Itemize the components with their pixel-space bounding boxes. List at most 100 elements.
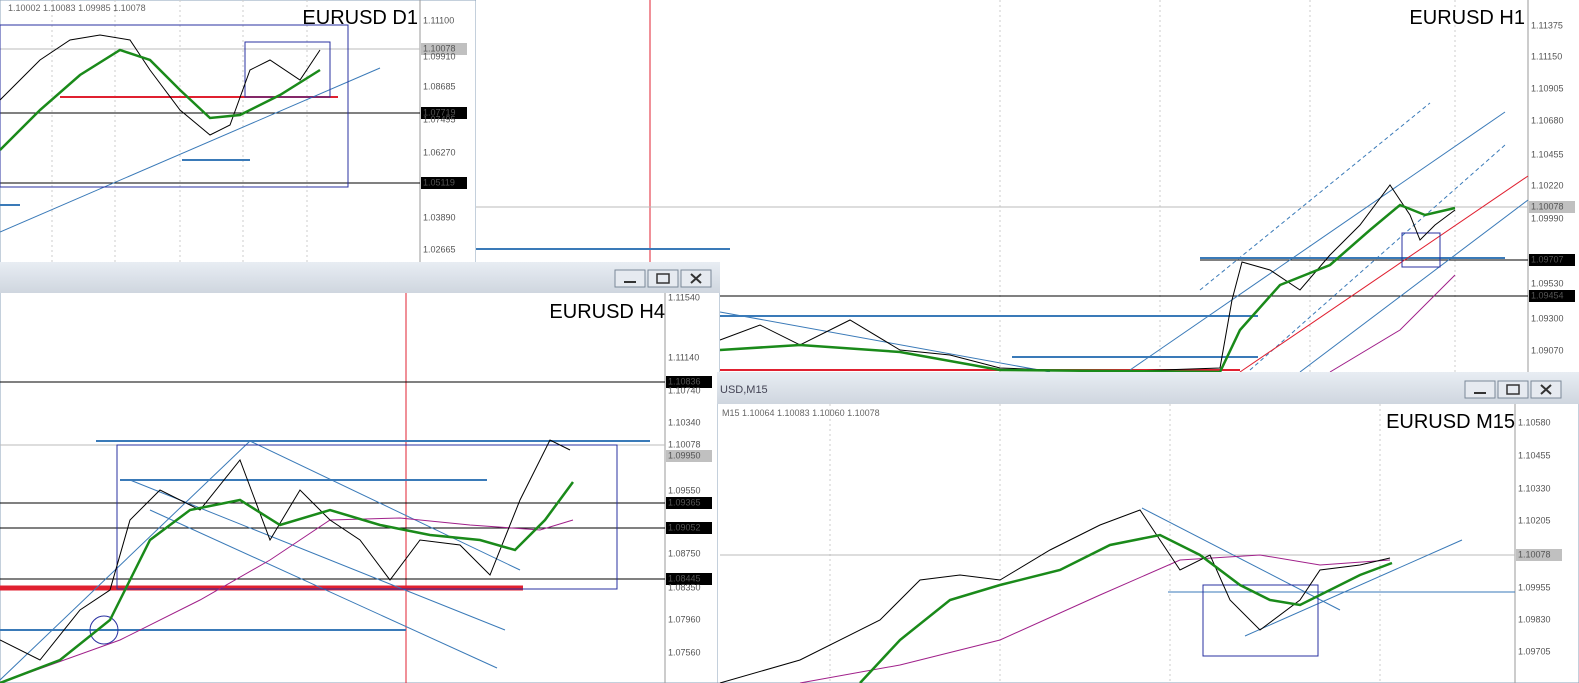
price-label: 1.09530 [1531, 278, 1564, 288]
price-label: 1.07495 [423, 114, 456, 124]
price-label: 1.10078 [668, 439, 701, 449]
price-tag [1529, 254, 1575, 266]
price-label: 1.11140 [668, 352, 699, 362]
chart-label: EURUSD D1 [302, 7, 418, 29]
price-label: 1.08685 [423, 81, 456, 91]
price-tag [666, 497, 712, 509]
price-label: 1.09955 [1518, 582, 1551, 592]
price-label: 1.07719 [423, 107, 456, 117]
price-label: 1.02665 [423, 244, 456, 254]
price-label: 1.10680 [1531, 115, 1564, 125]
price-label: 1.08445 [668, 573, 701, 583]
price-label: 1.10340 [668, 417, 701, 427]
price-line [719, 509, 1391, 683]
price-label: 1.10455 [1518, 450, 1551, 460]
window-buttons [614, 269, 712, 288]
price-label: 1.10220 [1531, 180, 1564, 190]
marker-circle [89, 615, 119, 645]
price-label: 1.10905 [1531, 83, 1564, 93]
title-bar [717, 372, 1579, 404]
box [0, 24, 349, 188]
price-label: 1.03890 [423, 212, 456, 222]
price-label: 1.10836 [668, 376, 701, 386]
price-line [0, 34, 321, 136]
channel-line [129, 479, 506, 631]
background [717, 372, 1579, 683]
channel-line [1129, 111, 1506, 371]
chart-label: EURUSD H4 [549, 301, 665, 323]
channel-line [1299, 199, 1529, 372]
price-label: 1.09950 [668, 450, 701, 460]
price-label: 1.09300 [1531, 313, 1564, 323]
price-line [719, 184, 1456, 372]
price-label: 1.10455 [1531, 149, 1564, 159]
price-label: 1.09070 [1531, 345, 1564, 355]
price-label: 1.09830 [1518, 614, 1551, 624]
price-label: 1.11375 [1531, 20, 1563, 30]
channel-line [1249, 144, 1506, 371]
minimize-button[interactable] [1464, 380, 1496, 399]
box [116, 444, 618, 590]
price-tag [1529, 290, 1575, 302]
price-label: 1.07960 [668, 614, 701, 624]
price-tag [1516, 549, 1562, 561]
price-label: 1.10078 [1531, 201, 1564, 211]
grid [829, 404, 1381, 683]
box [1401, 232, 1441, 268]
price-label: 1.10078 [423, 43, 456, 53]
ma-green [719, 203, 1456, 372]
price-tag [666, 450, 712, 462]
price-label: 1.09990 [1531, 213, 1564, 223]
price-label: 1.09454 [1531, 290, 1564, 300]
box [244, 41, 331, 98]
minimize-button[interactable] [614, 269, 646, 288]
chart-label: EURUSD M15 [1386, 411, 1515, 433]
price-tag [421, 43, 467, 55]
box [1202, 584, 1319, 657]
price-label: 1.09705 [1518, 646, 1551, 656]
price-label: 1.08750 [668, 548, 701, 558]
price-line [0, 439, 571, 661]
price-label: 1.07560 [668, 647, 701, 657]
price-label: 1.10078 [1518, 549, 1551, 559]
window-buttons [1464, 380, 1562, 399]
background [0, 262, 720, 683]
price-label: 1.09365 [668, 497, 701, 507]
channel-line [249, 440, 521, 571]
chart-label: EURUSD H1 [1409, 7, 1525, 29]
price-tag [666, 376, 712, 388]
price-label: 1.10330 [1518, 483, 1551, 493]
maximize-button[interactable] [647, 269, 679, 288]
price-label: 1.09910 [423, 51, 456, 61]
ma-green [0, 481, 575, 683]
price-label: 1.11150 [1531, 51, 1562, 61]
price-label: 1.10580 [1518, 417, 1551, 427]
window-title: USD,M15 [720, 384, 768, 396]
price-label: 1.11100 [423, 15, 454, 25]
title-bar [0, 262, 720, 293]
price-label: 1.10205 [1518, 515, 1551, 525]
channel-line [1141, 507, 1341, 611]
price-tag [421, 177, 467, 189]
price-tag [666, 573, 712, 585]
ma-green [0, 48, 321, 151]
maximize-button[interactable] [1497, 380, 1529, 399]
price-label: 1.05119 [423, 177, 455, 187]
price-tag [421, 107, 467, 119]
price-label: 1.09707 [1531, 254, 1564, 264]
trend-line [719, 311, 1051, 372]
ohlc-text: M15 1.10064 1.10083 1.10060 1.10078 [722, 408, 880, 418]
grid [999, 0, 1456, 372]
price-label: 1.06270 [423, 147, 456, 157]
price-label: 1.09550 [668, 485, 701, 495]
trend-line [1244, 539, 1463, 637]
price-label: 1.10740 [668, 385, 701, 395]
grid [51, 0, 308, 288]
ma-slow [1329, 274, 1456, 372]
channel-line [1199, 102, 1431, 291]
price-tag [1529, 201, 1575, 213]
trend-line [0, 67, 381, 233]
